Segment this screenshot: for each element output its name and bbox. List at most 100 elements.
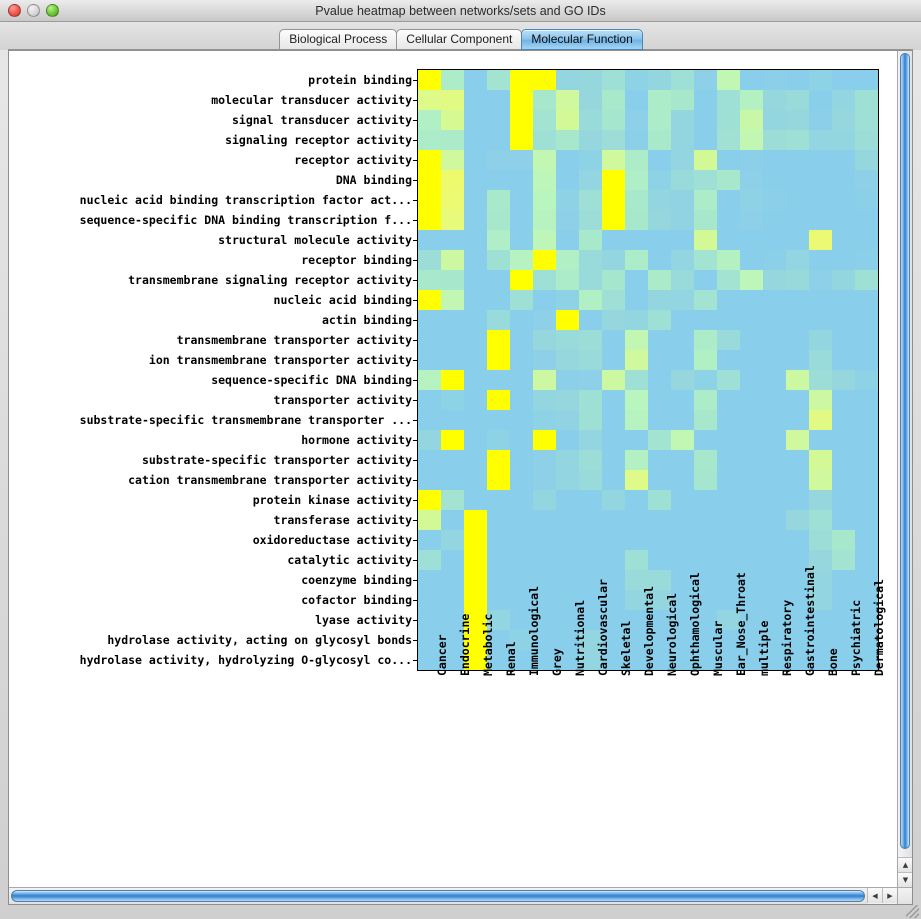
heatmap-cell[interactable] xyxy=(579,270,602,290)
heatmap-cell[interactable] xyxy=(625,90,648,110)
heatmap-cell[interactable] xyxy=(832,230,855,250)
heatmap-cell[interactable] xyxy=(533,350,556,370)
heatmap-cell[interactable] xyxy=(832,270,855,290)
heatmap-cell[interactable] xyxy=(763,310,786,330)
heatmap-cell[interactable] xyxy=(533,70,556,90)
heatmap-cell[interactable] xyxy=(763,90,786,110)
heatmap-cell[interactable] xyxy=(694,110,717,130)
heatmap-cell[interactable] xyxy=(579,170,602,190)
heatmap-cell[interactable] xyxy=(832,390,855,410)
heatmap-cell[interactable] xyxy=(418,450,441,470)
heatmap-cell[interactable] xyxy=(855,390,878,410)
heatmap-cell[interactable] xyxy=(510,510,533,530)
heatmap-cell[interactable] xyxy=(487,510,510,530)
scroll-down-icon[interactable]: ▼ xyxy=(898,872,912,887)
heatmap-cell[interactable] xyxy=(464,90,487,110)
heatmap-cell[interactable] xyxy=(556,170,579,190)
heatmap-cell[interactable] xyxy=(648,370,671,390)
heatmap-cell[interactable] xyxy=(510,210,533,230)
heatmap-cell[interactable] xyxy=(418,70,441,90)
heatmap-cell[interactable] xyxy=(832,430,855,450)
heatmap-cell[interactable] xyxy=(487,410,510,430)
heatmap-cell[interactable] xyxy=(441,190,464,210)
heatmap-cell[interactable] xyxy=(648,630,671,650)
heatmap-cell[interactable] xyxy=(464,330,487,350)
heatmap-cell[interactable] xyxy=(809,150,832,170)
heatmap-cell[interactable] xyxy=(809,570,832,590)
heatmap-cell[interactable] xyxy=(717,470,740,490)
heatmap-cell[interactable] xyxy=(556,490,579,510)
heatmap-cell[interactable] xyxy=(855,250,878,270)
heatmap-cell[interactable] xyxy=(487,570,510,590)
heatmap-cell[interactable] xyxy=(648,610,671,630)
heatmap-cell[interactable] xyxy=(625,530,648,550)
heatmap-cell[interactable] xyxy=(786,150,809,170)
heatmap-cell[interactable] xyxy=(464,470,487,490)
heatmap-cell[interactable] xyxy=(487,650,510,670)
heatmap-cell[interactable] xyxy=(809,530,832,550)
heatmap-cell[interactable] xyxy=(625,170,648,190)
heatmap-cell[interactable] xyxy=(487,390,510,410)
heatmap-cell[interactable] xyxy=(602,570,625,590)
heatmap-cell[interactable] xyxy=(786,470,809,490)
heatmap-cell[interactable] xyxy=(418,310,441,330)
heatmap-cell[interactable] xyxy=(602,270,625,290)
heatmap-cell[interactable] xyxy=(464,130,487,150)
scroll-up-icon[interactable]: ▲ xyxy=(898,857,912,872)
heatmap-cell[interactable] xyxy=(487,110,510,130)
heatmap-cell[interactable] xyxy=(786,330,809,350)
heatmap-cell[interactable] xyxy=(809,70,832,90)
heatmap-cell[interactable] xyxy=(694,290,717,310)
heatmap-cell[interactable] xyxy=(740,70,763,90)
heatmap-cell[interactable] xyxy=(786,490,809,510)
heatmap-cell[interactable] xyxy=(602,250,625,270)
heatmap-cell[interactable] xyxy=(786,390,809,410)
heatmap-cell[interactable] xyxy=(625,150,648,170)
heatmap-cell[interactable] xyxy=(602,110,625,130)
heatmap-cell[interactable] xyxy=(533,630,556,650)
heatmap-cell[interactable] xyxy=(510,290,533,310)
heatmap-cell[interactable] xyxy=(717,350,740,370)
heatmap-cell[interactable] xyxy=(694,250,717,270)
heatmap-cell[interactable] xyxy=(510,450,533,470)
vertical-scrollbar[interactable]: ▲ ▼ xyxy=(897,51,912,887)
heatmap-cell[interactable] xyxy=(763,190,786,210)
heatmap-cell[interactable] xyxy=(809,610,832,630)
heatmap-cell[interactable] xyxy=(441,470,464,490)
heatmap-cell[interactable] xyxy=(487,550,510,570)
heatmap-cell[interactable] xyxy=(464,410,487,430)
heatmap-cell[interactable] xyxy=(671,290,694,310)
heatmap-cell[interactable] xyxy=(717,630,740,650)
heatmap-cell[interactable] xyxy=(694,150,717,170)
heatmap-cell[interactable] xyxy=(740,210,763,230)
heatmap-cell[interactable] xyxy=(533,90,556,110)
zoom-button[interactable] xyxy=(46,4,59,17)
heatmap-cell[interactable] xyxy=(579,630,602,650)
heatmap-cell[interactable] xyxy=(579,310,602,330)
heatmap-cell[interactable] xyxy=(418,510,441,530)
heatmap-cell[interactable] xyxy=(556,470,579,490)
heatmap-cell[interactable] xyxy=(832,630,855,650)
heatmap-cell[interactable] xyxy=(763,510,786,530)
heatmap-cell[interactable] xyxy=(832,170,855,190)
heatmap-cell[interactable] xyxy=(510,630,533,650)
heatmap-cell[interactable] xyxy=(487,230,510,250)
heatmap-cell[interactable] xyxy=(579,450,602,470)
heatmap-cell[interactable] xyxy=(625,210,648,230)
heatmap-cell[interactable] xyxy=(533,470,556,490)
heatmap-cell[interactable] xyxy=(763,530,786,550)
heatmap-cell[interactable] xyxy=(717,90,740,110)
heatmap-cell[interactable] xyxy=(533,570,556,590)
heatmap-cell[interactable] xyxy=(671,110,694,130)
heatmap-cell[interactable] xyxy=(510,270,533,290)
heatmap-cell[interactable] xyxy=(763,230,786,250)
heatmap-cell[interactable] xyxy=(809,270,832,290)
heatmap-cell[interactable] xyxy=(648,550,671,570)
heatmap-cell[interactable] xyxy=(418,370,441,390)
heatmap-cell[interactable] xyxy=(855,130,878,150)
heatmap-cell[interactable] xyxy=(625,290,648,310)
heatmap-cell[interactable] xyxy=(809,450,832,470)
heatmap-cell[interactable] xyxy=(533,430,556,450)
heatmap-cell[interactable] xyxy=(579,370,602,390)
heatmap-cell[interactable] xyxy=(786,370,809,390)
